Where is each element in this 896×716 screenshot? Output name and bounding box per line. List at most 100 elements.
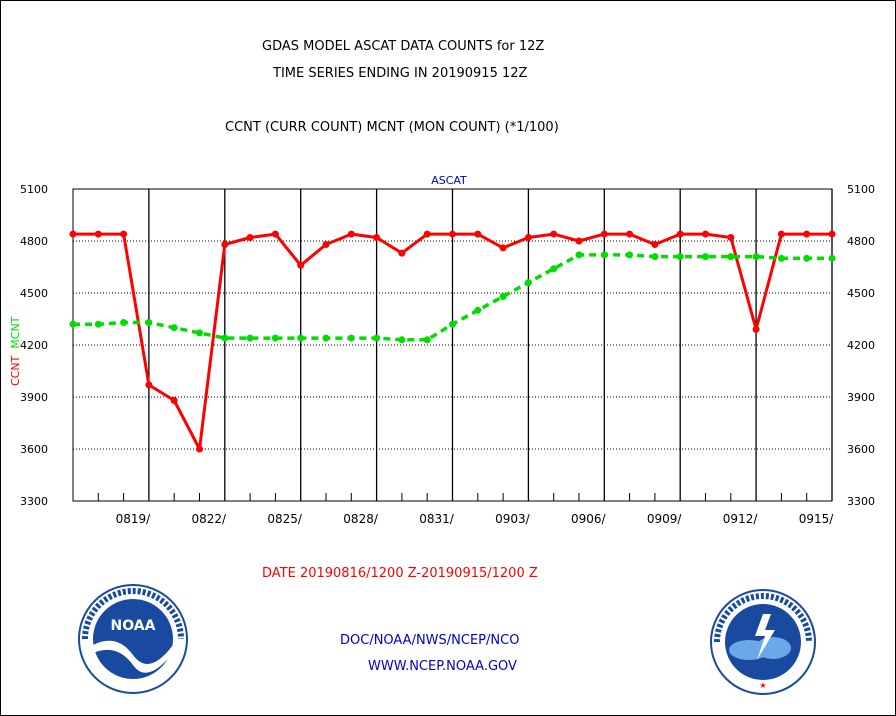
- data-point-ccnt: [752, 325, 760, 333]
- data-point-mcnt: [550, 265, 558, 273]
- x-tick-label: 0822/: [192, 512, 228, 526]
- data-point-mcnt: [676, 253, 684, 261]
- data-point-ccnt: [246, 234, 254, 242]
- x-tick-label: 0906/: [571, 512, 607, 526]
- data-point-mcnt: [347, 334, 355, 342]
- data-point-ccnt: [94, 230, 102, 238]
- data-point-ccnt: [702, 230, 709, 238]
- data-point-mcnt: [297, 334, 305, 342]
- data-point-mcnt: [145, 318, 153, 326]
- data-point-ccnt: [170, 396, 178, 404]
- data-point-mcnt: [474, 306, 482, 314]
- data-point-ccnt: [651, 240, 659, 248]
- y-tick-label-left: 3600: [20, 443, 48, 456]
- data-point-mcnt: [398, 336, 406, 344]
- data-point-ccnt: [828, 230, 836, 238]
- data-point-mcnt: [600, 251, 608, 259]
- data-point-ccnt: [575, 237, 583, 245]
- data-point-ccnt: [145, 381, 153, 389]
- data-point-ccnt: [626, 230, 634, 238]
- x-tick-label: 0831/: [419, 512, 455, 526]
- noaa-logo-text: NOAA: [111, 618, 156, 634]
- data-point-mcnt: [575, 251, 583, 259]
- data-point-mcnt: [702, 253, 709, 261]
- x-tick-label: 0903/: [495, 512, 531, 526]
- data-point-ccnt: [449, 230, 456, 238]
- data-point-mcnt: [499, 292, 507, 300]
- data-point-ccnt: [600, 230, 608, 238]
- x-tick-label: 0828/: [343, 512, 379, 526]
- data-point-mcnt: [651, 253, 659, 261]
- data-point-mcnt: [803, 254, 811, 262]
- data-point-ccnt: [196, 445, 203, 453]
- x-tick-label: 0819/: [116, 512, 152, 526]
- y-tick-label-left: 4500: [20, 287, 48, 300]
- noaa-logo: NOAA: [78, 584, 188, 694]
- data-point-ccnt: [297, 261, 305, 269]
- svg-text:★: ★: [759, 681, 766, 690]
- data-point-ccnt: [120, 230, 128, 238]
- data-point-mcnt: [221, 334, 229, 342]
- y-tick-label-left: 4200: [20, 339, 48, 352]
- data-point-ccnt: [524, 234, 532, 242]
- y-tick-label-right: 4200: [847, 339, 875, 352]
- y-tick-label-left: 5100: [20, 183, 48, 196]
- credit-label: DOC/NOAA/NWS/NCEP/NCO: [340, 633, 520, 648]
- data-point-mcnt: [752, 253, 760, 261]
- title-line-2: TIME SERIES ENDING IN 20190915 12Z: [273, 66, 528, 81]
- data-point-mcnt: [170, 324, 178, 332]
- y-tick-label-right: 4500: [847, 287, 875, 300]
- data-point-ccnt: [676, 230, 684, 238]
- y-axis-label-mcnt: MCNT: [9, 316, 22, 348]
- data-point-ccnt: [373, 234, 381, 242]
- data-point-mcnt: [423, 336, 431, 344]
- y-tick-label-right: 3900: [847, 391, 875, 404]
- data-point-mcnt: [322, 334, 330, 342]
- data-point-mcnt: [828, 254, 836, 262]
- y-tick-label-right: 4800: [847, 235, 875, 248]
- data-point-ccnt: [423, 230, 431, 238]
- title-line-1: GDAS MODEL ASCAT DATA COUNTS for 12Z: [262, 39, 545, 54]
- data-point-mcnt: [94, 320, 102, 328]
- data-point-mcnt: [777, 254, 785, 262]
- data-point-mcnt: [196, 329, 203, 337]
- y-axis-label: CCNT MCNT: [9, 316, 22, 386]
- data-point-ccnt: [69, 230, 77, 238]
- chart-subtitle: CCNT (CURR COUNT) MCNT (MON COUNT) (*1/1…: [225, 120, 559, 135]
- data-point-mcnt: [524, 279, 532, 287]
- data-point-mcnt: [120, 318, 128, 326]
- data-point-mcnt: [373, 334, 381, 342]
- data-point-ccnt: [271, 230, 279, 238]
- data-point-ccnt: [398, 249, 406, 257]
- data-point-mcnt: [449, 320, 456, 328]
- url-link[interactable]: WWW.NCEP.NOAA.GOV: [368, 659, 517, 674]
- x-tick-label: 0915/: [799, 512, 835, 526]
- data-point-mcnt: [271, 334, 279, 342]
- data-point-ccnt: [221, 240, 229, 248]
- data-point-ccnt: [322, 240, 330, 248]
- y-tick-label-right: 5100: [847, 183, 875, 196]
- y-tick-label-left: 3900: [20, 391, 48, 404]
- y-tick-label-left: 4800: [20, 235, 48, 248]
- data-point-ccnt: [550, 230, 558, 238]
- data-point-mcnt: [727, 253, 735, 261]
- date-range-label: DATE 20190816/1200 Z-20190915/1200 Z: [262, 566, 538, 581]
- y-tick-label-right: 3300: [847, 495, 875, 508]
- x-tick-label: 0912/: [723, 512, 759, 526]
- data-point-mcnt: [69, 320, 77, 328]
- data-point-ccnt: [727, 234, 735, 242]
- data-point-ccnt: [499, 244, 507, 252]
- nws-logo: ★: [710, 589, 816, 695]
- data-point-ccnt: [803, 230, 811, 238]
- y-tick-label-right: 3600: [847, 443, 875, 456]
- data-point-ccnt: [474, 230, 482, 238]
- data-point-ccnt: [347, 230, 355, 238]
- x-tick-label: 0825/: [267, 512, 303, 526]
- chart-title: ASCAT: [431, 174, 467, 187]
- data-point-ccnt: [777, 230, 785, 238]
- data-point-mcnt: [626, 251, 634, 259]
- y-axis-label-ccnt: CCNT: [9, 355, 22, 386]
- y-tick-label-left: 3300: [20, 495, 48, 508]
- data-point-mcnt: [246, 334, 254, 342]
